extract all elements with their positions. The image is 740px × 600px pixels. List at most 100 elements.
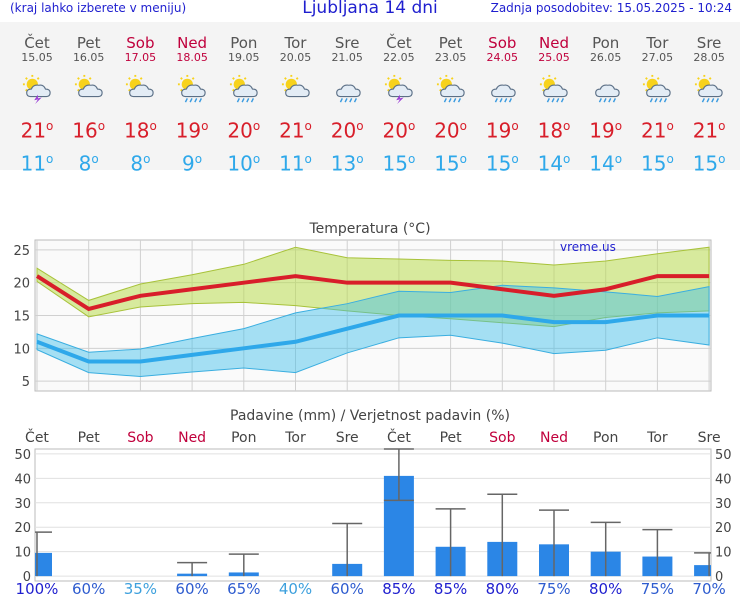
day-column: Sre 21.05 20o 13o bbox=[321, 22, 373, 175]
precipitation-probability: 40% bbox=[278, 580, 313, 598]
precipitation-probability: 35% bbox=[123, 580, 158, 598]
location-menu-hint[interactable]: (kraj lahko izberete v meniju) bbox=[10, 1, 187, 15]
precipitation-day-label: Čet bbox=[387, 428, 411, 446]
precipitation-day-label: Tor bbox=[284, 430, 306, 446]
precipitation-day-label: Čet bbox=[25, 428, 49, 446]
day-name: Sob bbox=[126, 34, 155, 52]
precipitation-day-label: Pet bbox=[78, 430, 101, 446]
day-column: Sob 17.05 18o 8o bbox=[114, 22, 166, 175]
max-temperature: 19o bbox=[589, 118, 623, 143]
day-column: Pon 26.05 19o 14o bbox=[580, 22, 632, 175]
day-name: Pon bbox=[230, 34, 258, 52]
precipitation-probability: 85% bbox=[382, 580, 416, 598]
min-temperature: 10o bbox=[227, 151, 261, 176]
precipitation-probability: 65% bbox=[227, 580, 261, 598]
day-date: 18.05 bbox=[176, 51, 208, 64]
precipitation-tick-label-left: 0 bbox=[23, 570, 31, 585]
min-temperature: 15o bbox=[485, 151, 519, 176]
day-date: 15.05 bbox=[21, 51, 53, 64]
precipitation-day-label: Sob bbox=[489, 430, 515, 446]
watermark: vreme.us bbox=[560, 240, 616, 254]
day-name: Sre bbox=[334, 34, 360, 52]
day-column: Ned 18.05 19o 9o bbox=[166, 22, 218, 175]
day-name: Čet bbox=[24, 34, 50, 52]
min-temperature: 8o bbox=[78, 151, 99, 176]
max-temperature: 21o bbox=[20, 118, 54, 143]
max-temperature-line bbox=[35, 274, 710, 312]
day-column: Ned 25.05 18o 14o bbox=[528, 22, 580, 175]
sun-cloud-thunder-icon bbox=[20, 74, 54, 104]
sun-cloud-icon bbox=[279, 74, 313, 104]
day-name: Tor bbox=[284, 34, 307, 52]
day-column: Pon 19.05 20o 10o bbox=[218, 22, 270, 175]
precipitation-chart-title: Padavine (mm) / Verjetnost padavin (%) bbox=[230, 408, 510, 424]
day-date: 21.05 bbox=[331, 51, 363, 64]
precipitation-probability: 85% bbox=[433, 580, 468, 598]
precipitation-probability: 75% bbox=[537, 580, 571, 598]
min-temperature: 15o bbox=[434, 151, 467, 176]
sun-cloud-icon bbox=[72, 74, 106, 104]
precipitation-tick-label-right: 0 bbox=[715, 570, 723, 585]
day-date: 23.05 bbox=[434, 51, 467, 64]
precipitation-day-label: Sre bbox=[336, 430, 359, 446]
max-temperature: 19o bbox=[485, 118, 519, 143]
day-date: 19.05 bbox=[228, 51, 260, 64]
header: (kraj lahko izberete v meniju) Ljubljana… bbox=[0, 0, 740, 22]
max-temperature: 20o bbox=[227, 118, 261, 143]
precipitation-tick-label-right: 30 bbox=[715, 497, 732, 512]
max-temperature: 16o bbox=[72, 118, 106, 143]
day-name: Sre bbox=[696, 34, 722, 52]
precipitation-day-label: Tor bbox=[646, 430, 668, 446]
precipitation-tick-label-left: 40 bbox=[14, 472, 31, 487]
day-date: 28.05 bbox=[693, 51, 725, 64]
min-temperature: 15o bbox=[640, 151, 674, 176]
page-title: Ljubljana 14 dni bbox=[302, 0, 438, 18]
forecast-charts: Temperatura (°C) 5 10 15 20 25 vreme.us Padavin… bbox=[13, 221, 732, 585]
precipitation-tick-label-left: 10 bbox=[14, 546, 31, 561]
max-temperature: 18o bbox=[537, 118, 571, 143]
precipitation-tick-label-left: 30 bbox=[14, 497, 31, 512]
day-date: 27.05 bbox=[641, 51, 674, 64]
sun-cloud-rain-icon bbox=[537, 74, 571, 104]
day-date: 17.05 bbox=[124, 51, 157, 64]
precipitation-probability: 60% bbox=[175, 580, 209, 598]
daily-forecast-strip: Čet 15.05 21o 11o Pet 16.05 16o 8o Sob 17.05 18o 8o… bbox=[0, 22, 740, 175]
day-name: Pet bbox=[76, 34, 101, 52]
precipitation-tick-label-right: 20 bbox=[715, 521, 732, 536]
sun-cloud-rain-icon bbox=[640, 74, 674, 104]
day-name: Pet bbox=[438, 34, 463, 52]
day-name: Ned bbox=[539, 34, 569, 52]
day-name: Tor bbox=[646, 34, 669, 52]
sun-cloud-rain-icon bbox=[434, 74, 468, 104]
precipitation-day-label: Pet bbox=[440, 430, 463, 446]
day-date: 22.05 bbox=[383, 51, 415, 64]
precipitation-day-label: Ned bbox=[540, 430, 568, 446]
min-temperature: 15o bbox=[692, 151, 726, 176]
precipitation-day-label: Ned bbox=[178, 430, 206, 446]
precipitation-day-label: Pon bbox=[231, 430, 256, 446]
max-temperature: 19o bbox=[175, 118, 209, 143]
precipitation-probability: 80% bbox=[589, 580, 623, 598]
max-temperature: 21o bbox=[692, 118, 726, 143]
min-temperature: 14o bbox=[537, 151, 571, 176]
min-temperature: 9o bbox=[182, 151, 203, 176]
sun-cloud-rain-icon bbox=[692, 74, 726, 104]
day-name: Čet bbox=[386, 34, 412, 52]
precipitation-tick-label-right: 10 bbox=[715, 546, 732, 561]
day-name: Sob bbox=[488, 34, 517, 52]
day-column: Pet 16.05 16o 8o bbox=[63, 22, 115, 175]
min-temperature: 8o bbox=[130, 151, 151, 176]
precipitation-probability: 80% bbox=[485, 580, 519, 598]
cloud-rain-icon bbox=[485, 74, 519, 104]
temperature-chart-title: Temperatura (°C) bbox=[308, 221, 430, 237]
day-date: 24.05 bbox=[486, 51, 519, 64]
max-temperature: 21o bbox=[640, 118, 674, 143]
max-temperature: 21o bbox=[279, 118, 312, 143]
temperature-tick-label: 15 bbox=[13, 310, 30, 325]
sun-cloud-rain-icon bbox=[227, 74, 261, 104]
day-name: Ned bbox=[177, 34, 208, 52]
temperature-tick-label: 25 bbox=[13, 244, 30, 259]
min-temperature-line bbox=[36, 313, 710, 364]
day-column: Tor 20.05 21o 11o bbox=[270, 22, 322, 175]
precipitation-probability: 100% bbox=[15, 580, 59, 598]
